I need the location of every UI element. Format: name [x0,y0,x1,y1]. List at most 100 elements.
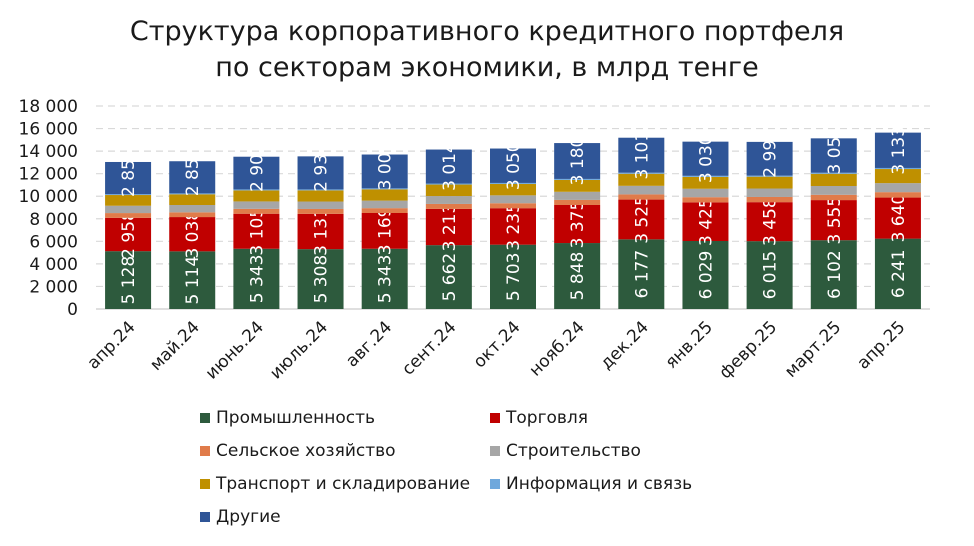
bar-segment [169,217,216,252]
bar-segment [105,251,152,309]
bar-segment [361,200,408,209]
bar-segment [105,194,152,196]
legend-label: Другие [216,507,281,527]
legend-label: Сельское хозяйство [216,441,396,461]
bar-segment [874,238,921,309]
bar-segment [682,175,729,177]
bar-segment [490,208,536,245]
bar-segment [297,190,344,202]
data-label: 5 128 [119,256,139,305]
data-label: 3 133 [889,126,909,175]
chart-title: Структура корпоративного кредитного порт… [0,14,974,86]
chart-title-line2: по секторам экономики, в млрд тенге [215,52,759,83]
y-tick-label: 14 000 [19,142,78,162]
data-label: 3 555 [825,196,845,245]
bar-segment [618,199,665,240]
bar-segment [169,194,216,205]
bar-segment [361,213,408,249]
bar-segment [554,143,601,179]
bar-segment [425,149,472,184]
bar-segment [169,193,216,195]
data-label: 3 105 [247,207,267,256]
x-tick-label: янв.25 [662,317,717,372]
data-label: 3 014 [440,142,460,191]
x-tick-label: окт.24 [470,317,525,372]
data-label: 3 101 [632,131,652,180]
bar-segment [105,195,152,206]
legend-item: Сельское хозяйство [200,441,396,461]
data-label: 5 308 [312,255,332,304]
bar-segment [682,176,729,189]
x-tick-label: апр.24 [83,317,139,373]
legend-label: Торговля [506,408,589,428]
bar-segment [810,173,857,186]
bar-segment [874,169,921,184]
data-label: 3 458 [761,197,781,246]
bar-segment [810,185,857,195]
x-tick-label: июнь.24 [202,317,268,383]
bar-segment [425,184,472,197]
data-label: 5 343 [376,255,396,304]
data-label: 3 640 [889,194,909,243]
data-label: 6 102 [825,250,845,299]
data-label: 3 213 [440,203,460,252]
bar-segment [554,204,601,244]
data-label: 3 525 [632,195,652,244]
bar-segment [169,212,216,218]
data-label: 3 05 [825,137,845,175]
bar-segment [746,188,793,197]
bar-segment [297,208,344,214]
data-label: 5 662 [440,253,460,302]
bar-segment [746,141,793,176]
legend-swatch [490,413,500,423]
bar-segment [810,172,857,174]
data-label: 3 375 [568,200,588,249]
bar-segment [682,188,729,198]
data-label: 3 425 [696,197,716,246]
bar-segment [361,154,408,189]
legend-item: Промышленность [200,408,375,428]
y-tick-label: 4 000 [29,255,78,275]
data-label: 3 00 [376,153,396,191]
bar-segment [425,203,472,209]
bar-segment [233,208,280,214]
x-tick-label: дек.24 [597,317,653,373]
bar-segment [874,167,921,170]
data-label: 3 050 [504,141,524,190]
bar-segment [361,188,408,190]
y-tick-label: 0 [67,300,78,320]
bar-segment [618,194,665,200]
legend-item: Торговля [490,408,588,428]
bar-segment [618,173,665,186]
data-label: 6 177 [632,250,652,299]
bar-segment [361,248,408,309]
bar-segment [618,185,665,195]
bar-segment [810,138,857,173]
y-tick-label: 18 000 [19,97,78,117]
legend-swatch [200,479,210,489]
bar-segment [490,244,536,309]
bar-segment [425,196,472,204]
legend-swatch [490,446,500,456]
legend-label: Строительство [506,441,641,461]
data-label: 6 029 [696,251,716,300]
data-label: 2 90 [247,154,267,192]
bar-segment [746,241,793,309]
bar-segment [746,176,793,189]
bar-segment [297,189,344,191]
bar-segment [874,183,921,193]
y-tick-label: 6 000 [29,232,78,252]
bar-segment [425,183,472,185]
bar-segment [233,190,280,202]
legend-swatch [200,413,210,423]
bar-segment [490,182,536,184]
bar-segment [554,243,601,309]
bar-segment [361,189,408,201]
bar-segment [490,195,536,204]
x-tick-label: март.25 [781,317,845,381]
bar-segment [746,196,793,203]
bar-segment [810,200,857,241]
data-label: 2 93 [312,154,332,192]
bar-segment [105,217,152,252]
